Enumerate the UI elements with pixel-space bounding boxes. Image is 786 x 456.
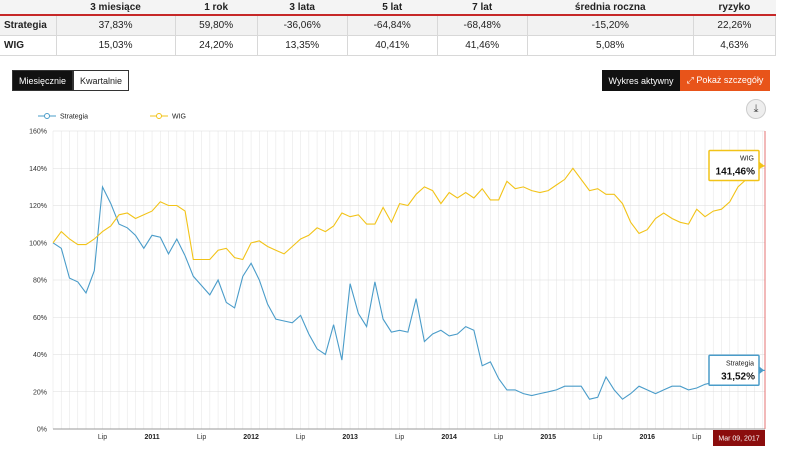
table-cell: 5,08% [527,35,694,56]
x-tick-label: 2015 [540,434,556,441]
table-header-cell: 3 miesiące [56,0,176,16]
callout-pointer [759,161,764,170]
table-header-row: 3 miesiące 1 rok 3 lata 5 lat 7 lat śred… [0,0,776,16]
x-tick-label: 2014 [441,434,457,441]
callout-value: 141,46% [716,167,756,178]
date-badge-label: Mar 09, 2017 [718,436,759,443]
show-details-label: Pokaż szczegóły [696,75,764,85]
table-cell: 24,20% [175,35,258,56]
table-header-cell: ryzyko [693,0,776,16]
y-tick-label: 20% [33,389,47,396]
table-header-cell: 3 lata [257,0,348,16]
callout-pointer [759,366,764,375]
table-header-cell [0,0,56,16]
table-cell: -68,48% [437,15,528,36]
table-row: WIG 15,03% 24,20% 13,35% 40,41% 41,46% 5… [0,35,777,56]
current-date-badge: Mar 09, 2017 [713,430,765,446]
x-tick-label: Lip [494,434,503,441]
x-tick-label: 2011 [144,434,159,441]
show-details-button[interactable]: ⤢ Pokaż szczegóły [680,70,770,91]
value-callout: Strategia 31,52% [708,354,764,387]
series-line-wig [52,164,766,261]
performance-table: 3 miesiące 1 rok 3 lata 5 lat 7 lat śred… [0,0,777,56]
y-tick-label: 80% [33,278,47,285]
period-toggle: Miesięcznie Kwartalnie [12,70,130,91]
legend-marker [44,113,50,119]
table-cell: -36,06% [257,15,348,36]
x-tick-label: Lip [692,434,701,441]
table-cell: 22,26% [693,15,777,36]
y-tick-label: 40% [33,352,47,359]
x-tick-label: Lip [395,434,404,441]
expand-icon: ⤢ [686,75,697,85]
table-cell: 37,83% [56,15,176,36]
table-cell: 4,63% [693,35,777,56]
table-cell: 40,41% [347,35,438,56]
table-header-cell: 5 lat [347,0,438,16]
x-tick-label: Lip [197,434,206,441]
table-header-cell: średnia roczna [527,0,694,16]
x-tick-label: 2016 [639,434,655,441]
download-icon[interactable]: ⤓ [746,99,766,119]
table-header-cell: 1 rok [175,0,258,16]
active-chart-button[interactable]: Wykres aktywny [602,70,680,91]
y-tick-label: 140% [29,166,47,173]
x-tick-label: Lip [593,434,602,441]
quarterly-button[interactable]: Kwartalnie [73,70,130,91]
series-line-strategia [52,184,766,400]
table-cell: 15,03% [56,35,176,56]
callout-series-name: WIG [740,156,754,163]
table-header-cell: 7 lat [437,0,528,16]
table-cell: 13,35% [257,35,348,56]
table-cell: -64,84% [347,15,438,36]
table-cell: 41,46% [437,35,528,56]
legend-marker [156,113,162,119]
legend-label[interactable]: WIG [172,114,186,121]
callout-series-name: Strategia [726,360,754,367]
table-cell: -15,20% [527,15,694,36]
row-name: WIG [0,35,57,56]
y-tick-label: 60% [33,315,47,322]
date-badge-box [713,430,765,446]
x-tick-label: Lip [98,434,107,441]
x-tick-label: 2012 [243,434,259,441]
y-tick-label: 100% [29,240,47,247]
callout-value: 31,52% [721,371,755,382]
x-tick-label: Lip [296,434,305,441]
x-tick-label: 2013 [342,434,358,441]
table-cell: 59,80% [175,15,258,36]
monthly-button[interactable]: Miesięcznie [12,70,74,91]
legend-label[interactable]: Strategia [60,114,88,121]
y-tick-label: 160% [29,129,47,136]
row-name: Strategia [0,15,57,36]
y-tick-label: 120% [29,203,47,210]
table-row: Strategia 37,83% 59,80% -36,06% -64,84% … [0,15,777,36]
y-tick-label: 0% [37,427,47,434]
value-callout: WIG 141,46% [708,149,764,182]
